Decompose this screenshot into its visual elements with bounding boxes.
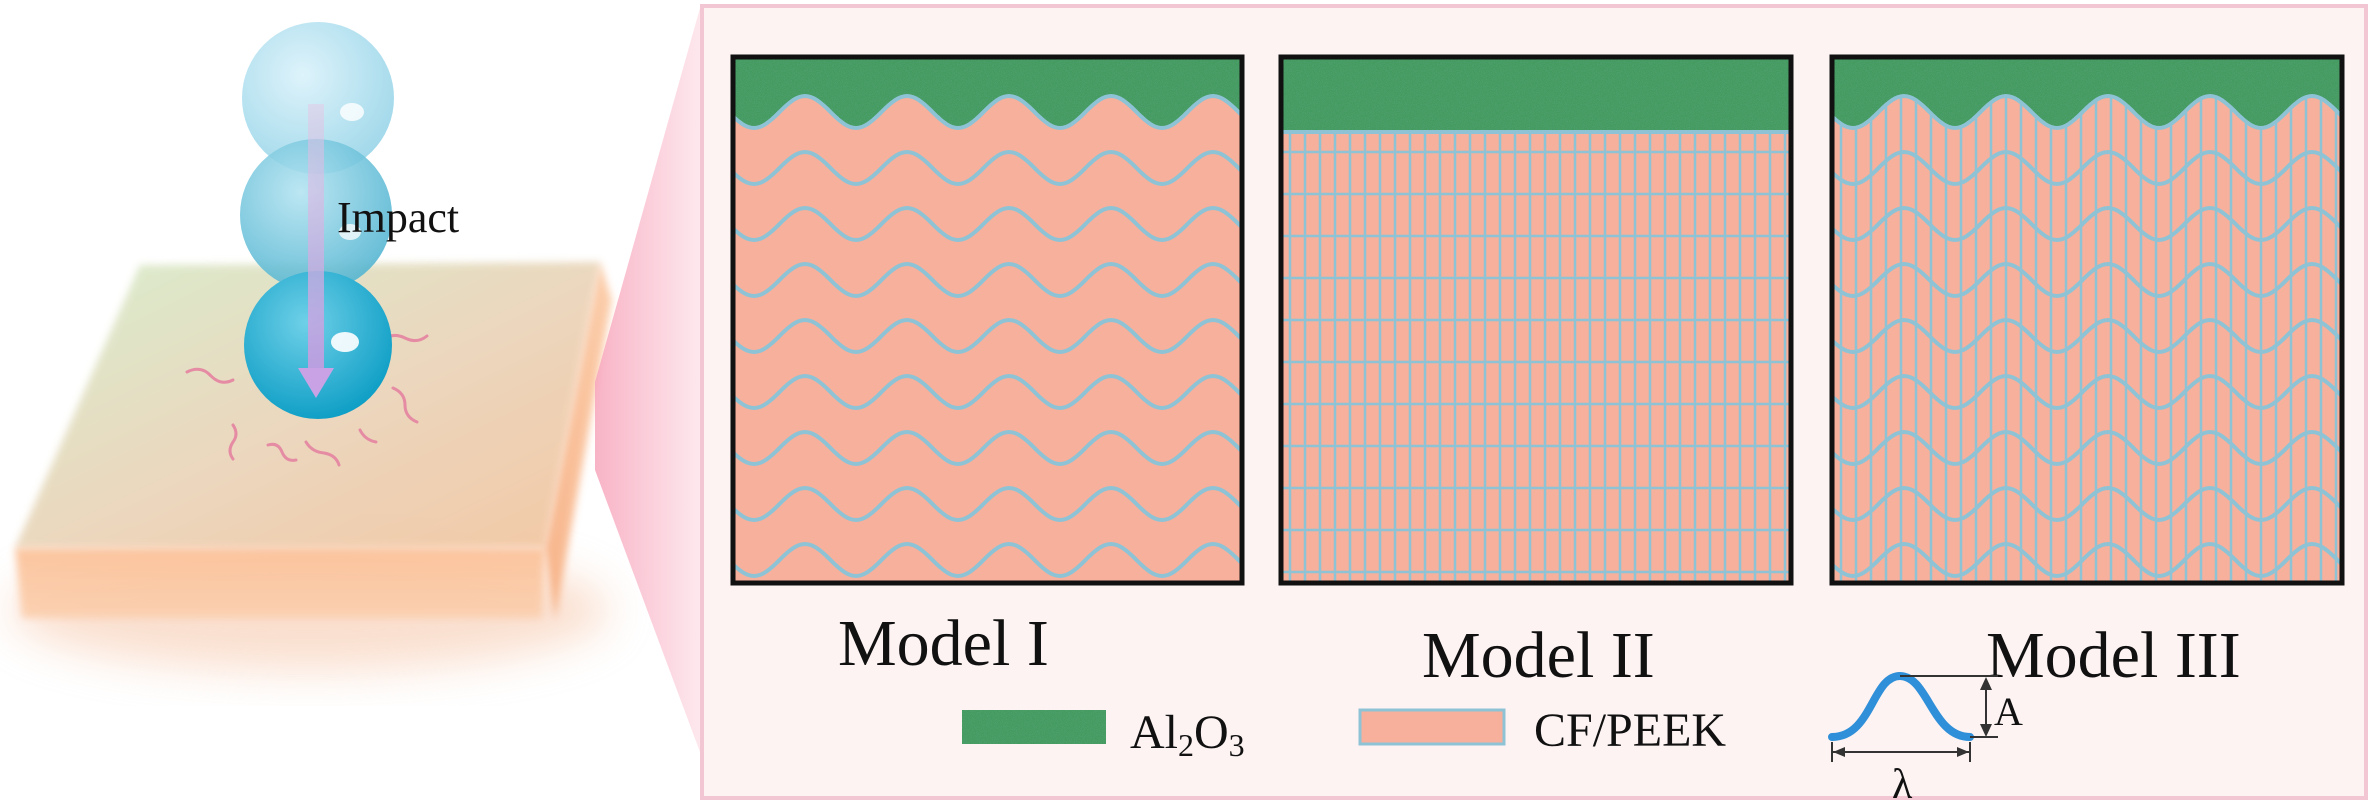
wavelength-symbol: λ <box>1892 762 1913 806</box>
model-label: Model I <box>838 607 1049 680</box>
interface-line <box>1832 93 2342 131</box>
ply-wave-line <box>1832 429 2342 467</box>
impact-arrow-shaft <box>308 104 324 374</box>
plate-front-face <box>15 548 545 618</box>
ply-wave-line <box>1832 261 2342 299</box>
legend-al2o3-base: Al <box>1130 706 1178 759</box>
ply-wave-line <box>1832 541 2342 579</box>
vertical-fibers <box>1839 57 2338 583</box>
ply-wave-line <box>1832 317 2342 355</box>
interface-line <box>733 93 1242 131</box>
impact-ripples <box>185 333 429 467</box>
plate-side-face <box>545 262 612 620</box>
al2o3-layer <box>1832 57 2342 128</box>
legend-label-cfpeek: CF/PEEK <box>1534 704 1726 757</box>
ply-wave-line <box>1832 205 2342 243</box>
ply-waves <box>733 149 1242 579</box>
model-box-border <box>730 54 1245 586</box>
ply-wave-line <box>733 429 1242 467</box>
legend-swatch-cfpeek <box>1358 708 1506 746</box>
amplitude-arrow-head-icon <box>1980 677 1992 690</box>
ply-wave-line <box>733 149 1242 187</box>
legend-al2o3-sub1: 2 <box>1178 727 1194 763</box>
al2o3-layer <box>733 57 1242 128</box>
model-box-border <box>1829 54 2345 586</box>
models-panel: Model I Model II Model III Al2O3 CF/PEEK… <box>700 4 2368 806</box>
model-label: Model II <box>1422 619 1655 692</box>
projectile-ball-top <box>242 22 394 174</box>
model-box-3 <box>1832 57 2342 583</box>
impact-label: Impact <box>337 193 459 242</box>
legend: Al2O3 CF/PEEK <box>962 704 1726 763</box>
model-box-border <box>1278 54 1794 586</box>
legend-swatch-al2o3 <box>962 710 1106 744</box>
model-box-2 <box>1281 57 1791 583</box>
legend-al2o3-sub2: 3 <box>1229 727 1245 763</box>
horizontal-plies <box>1281 150 1791 574</box>
legend-label-al2o3: Al2O3 <box>1130 706 1245 763</box>
ply-wave-line <box>1832 485 2342 523</box>
wavelength-arrow-head-icon <box>1957 747 1969 757</box>
ball-highlight <box>339 224 361 240</box>
wavelength-arrow-head-icon <box>1833 747 1845 757</box>
ball-highlight <box>331 332 359 352</box>
ply-wave-line <box>733 205 1242 243</box>
wave-parameter-schematic: A λ <box>1828 671 2023 806</box>
model-boxes <box>730 54 2345 586</box>
cfpeek-layer <box>733 57 1242 583</box>
ply-wave-line <box>733 541 1242 579</box>
al2o3-layer <box>1281 57 1791 132</box>
ply-waves <box>1832 149 2342 579</box>
legend-al2o3-mid: O <box>1194 706 1229 759</box>
ply-wave-line <box>733 261 1242 299</box>
ply-wave-line <box>1832 373 2342 411</box>
zoom-funnel <box>595 8 700 752</box>
ply-wave-line <box>733 373 1242 411</box>
ply-wave-line <box>1832 149 2342 187</box>
ply-wave-line <box>733 317 1242 355</box>
ball-highlight <box>340 103 364 121</box>
amplitude-symbol: A <box>1994 689 2023 734</box>
impact-illustration: Impact <box>10 22 612 670</box>
model-box-1 <box>733 57 1242 583</box>
model-label: Model III <box>1986 619 2241 692</box>
ply-wave-line <box>733 485 1242 523</box>
amplitude-arrow-head-icon <box>1980 724 1992 737</box>
impact-arrow-head-icon <box>298 368 334 398</box>
